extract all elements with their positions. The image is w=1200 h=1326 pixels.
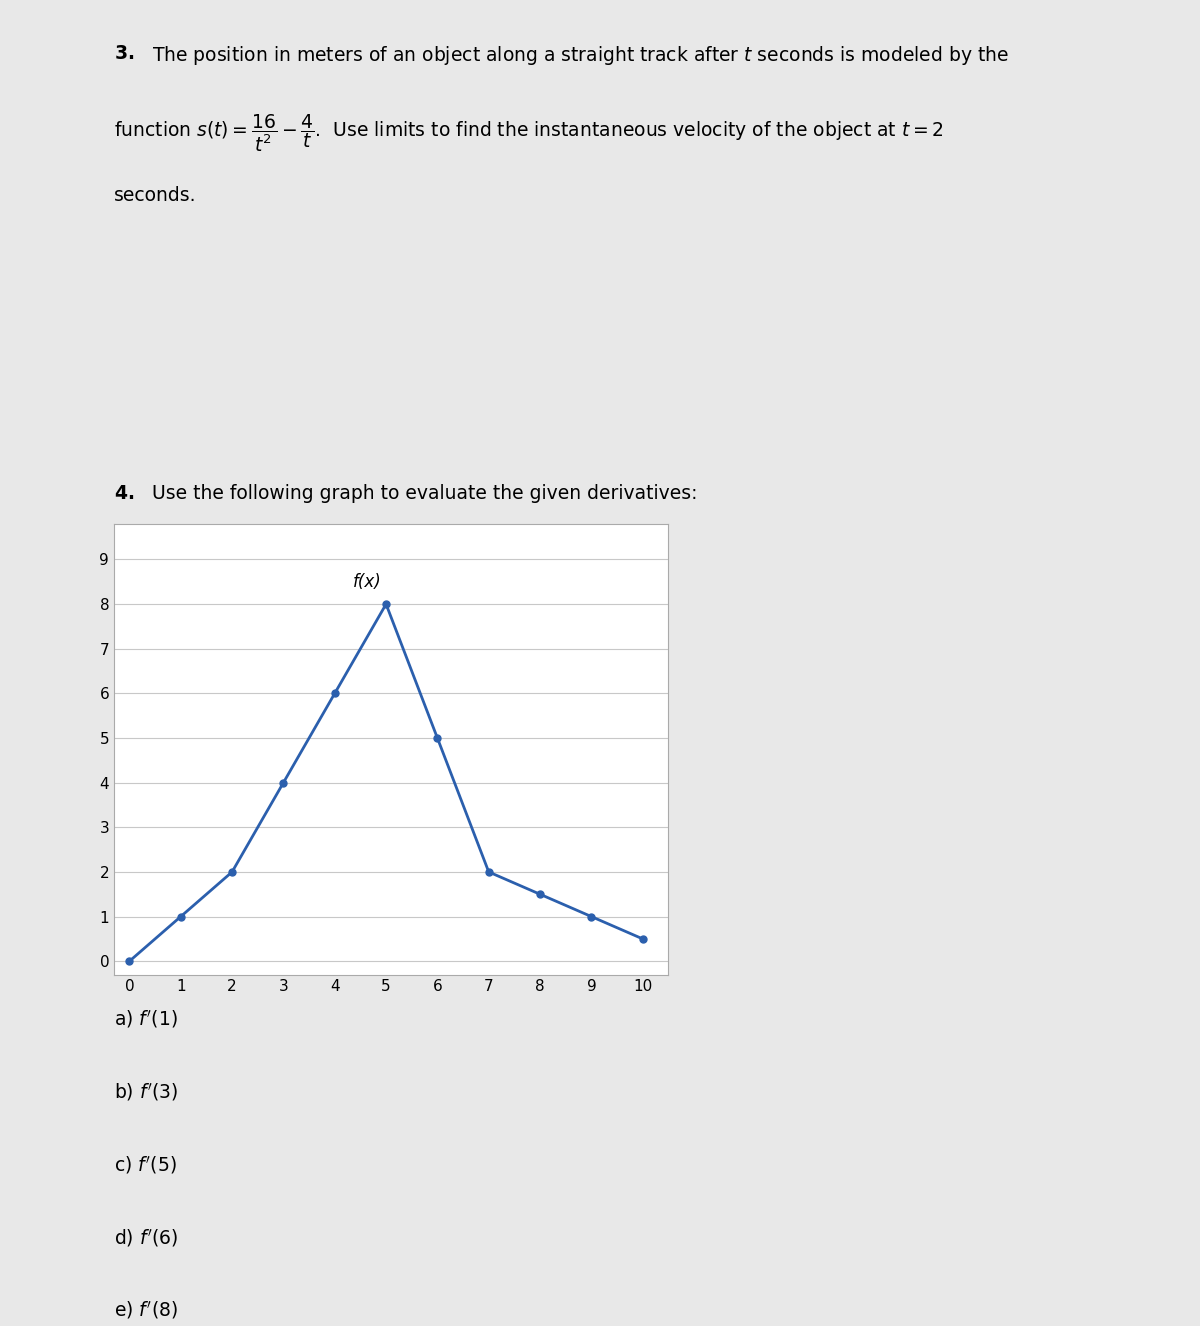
Text: seconds.: seconds. bbox=[114, 186, 197, 204]
Text: d) $f'(6)$: d) $f'(6)$ bbox=[114, 1227, 179, 1249]
Text: $\mathbf{4.}$: $\mathbf{4.}$ bbox=[114, 484, 134, 503]
Text: $\mathbf{3.}$: $\mathbf{3.}$ bbox=[114, 44, 134, 62]
Text: b) $f'(3)$: b) $f'(3)$ bbox=[114, 1081, 179, 1103]
Text: function $s(t) = \dfrac{16}{t^2} - \dfrac{4}{t}$.  Use limits to find the instan: function $s(t) = \dfrac{16}{t^2} - \dfra… bbox=[114, 113, 943, 154]
Text: a) $f'(1)$: a) $f'(1)$ bbox=[114, 1008, 178, 1030]
Text: e) $f'(8)$: e) $f'(8)$ bbox=[114, 1299, 178, 1322]
Text: c) $f'(5)$: c) $f'(5)$ bbox=[114, 1154, 176, 1176]
Text: f(x): f(x) bbox=[353, 573, 382, 590]
Text: The position in meters of an object along a straight track after $t$ seconds is : The position in meters of an object alon… bbox=[152, 44, 1009, 66]
Text: Use the following graph to evaluate the given derivatives:: Use the following graph to evaluate the … bbox=[152, 484, 698, 503]
